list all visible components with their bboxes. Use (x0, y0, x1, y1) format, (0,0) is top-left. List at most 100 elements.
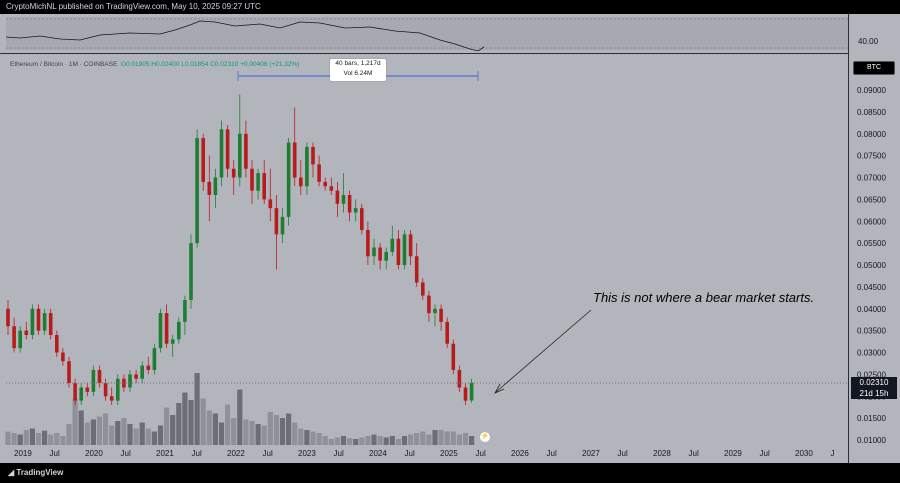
volume-bar (133, 428, 139, 445)
volume-bar (304, 430, 310, 445)
x-tick-label: Jul (263, 449, 273, 458)
candle-up (213, 177, 218, 195)
volume-bar (328, 439, 334, 445)
x-tick-label: Jul (121, 449, 131, 458)
volume-bar (212, 413, 218, 445)
candle-up (219, 129, 224, 178)
volume-bar (298, 428, 304, 445)
candle-up (18, 330, 22, 349)
candle-down (207, 181, 212, 195)
y-tick-label: 0.05500 (857, 239, 886, 248)
candle-down (36, 308, 41, 331)
candle-down (164, 313, 169, 344)
measure-volume: Vol 6.24M (343, 70, 373, 77)
candle-down (225, 129, 230, 169)
candle-down (396, 238, 401, 265)
candle-up (140, 365, 144, 379)
volume-bar (438, 430, 444, 445)
volume-bar (261, 425, 267, 445)
y-tick-label: 0.03000 (857, 349, 886, 358)
candle-up (280, 216, 285, 235)
candle-down (421, 282, 425, 296)
volume-bar (72, 398, 78, 445)
ticker-badge[interactable]: BTC (853, 61, 895, 75)
candle-down (329, 186, 334, 191)
candle-up (158, 313, 163, 349)
volume-bar (176, 403, 182, 445)
candle-up (170, 339, 175, 344)
candle-down (317, 164, 321, 182)
volume-bar (35, 433, 42, 445)
y-tick-label: 0.08500 (857, 108, 886, 117)
x-tick-label: 2030 (795, 449, 813, 458)
y-tick-label: 0.03500 (857, 327, 886, 336)
candle-down (439, 308, 443, 322)
candle-up (286, 142, 291, 217)
pane-separator (0, 53, 848, 54)
x-tick-label: 2022 (227, 449, 245, 458)
volume-bar (42, 430, 48, 445)
candle-up (341, 195, 346, 204)
volume-bar (353, 439, 359, 445)
candle-down (61, 352, 65, 362)
volume-bar (54, 433, 60, 445)
candle-up (128, 374, 132, 388)
x-tick-label: 2019 (14, 449, 32, 458)
volume-bar (273, 415, 279, 445)
candle-down (103, 383, 108, 397)
volume-bar (377, 436, 383, 445)
volume-bar (469, 436, 475, 445)
candle-down (250, 168, 254, 191)
candle-up (305, 146, 309, 187)
candle-down (378, 247, 382, 261)
candle-down (201, 138, 205, 182)
candle-up (256, 173, 260, 191)
volume-bar (194, 373, 200, 445)
y-tick-label: 0.01000 (857, 436, 886, 445)
candle-down (323, 181, 327, 187)
volume-bar (29, 428, 35, 445)
x-tick-label: 2023 (298, 449, 316, 458)
volume-bar (347, 438, 353, 445)
candle-up (238, 133, 242, 178)
candle-down (24, 330, 29, 335)
footer-bar: ◢ TradingView (0, 463, 900, 483)
last-price-value: 0.02310 (859, 378, 889, 387)
volume-bar (200, 398, 206, 445)
lightning-icon[interactable]: ⚡ (480, 432, 490, 442)
volume-bar (408, 434, 414, 445)
candle-up (189, 243, 193, 300)
x-tick-label: Jul (476, 449, 486, 458)
x-tick-label: Jul (405, 449, 415, 458)
candle-down (335, 190, 340, 204)
volume-bar (218, 422, 225, 445)
volume-bar (432, 430, 438, 445)
x-tick-label: 2020 (85, 449, 103, 458)
volume-bar (255, 424, 261, 445)
candle-down (48, 313, 53, 335)
volume-bars (5, 373, 475, 445)
candle-down (97, 370, 102, 384)
volume-bar (60, 436, 66, 445)
volume-bar (359, 437, 365, 445)
volume-bar (151, 431, 157, 445)
x-tick-label: 2027 (582, 449, 600, 458)
candle-up (183, 300, 187, 322)
candle-up (433, 308, 437, 314)
y-tick-label: 0.01500 (857, 414, 886, 423)
measure-tooltip: 40 bars, 1,217d Vol 6.24M (330, 59, 386, 81)
candle-down (414, 256, 419, 283)
tradingview-label: TradingView (16, 468, 64, 477)
y-tick-label: 0.08000 (857, 130, 886, 139)
y-tick-label: 0.02500 (857, 370, 886, 379)
volume-bar (395, 439, 401, 445)
volume-bar (310, 431, 316, 445)
volume-bar (231, 418, 237, 445)
candle-down (463, 387, 468, 401)
y-tick-label: 0.04000 (857, 305, 886, 314)
measure-bars: 40 bars, 1,217d (335, 60, 381, 67)
candle-up (79, 387, 83, 401)
x-axis: 2019 Jul 2020 Jul 2021 Jul 2022 Jul 2023 Jul 2024 J… (14, 449, 835, 458)
